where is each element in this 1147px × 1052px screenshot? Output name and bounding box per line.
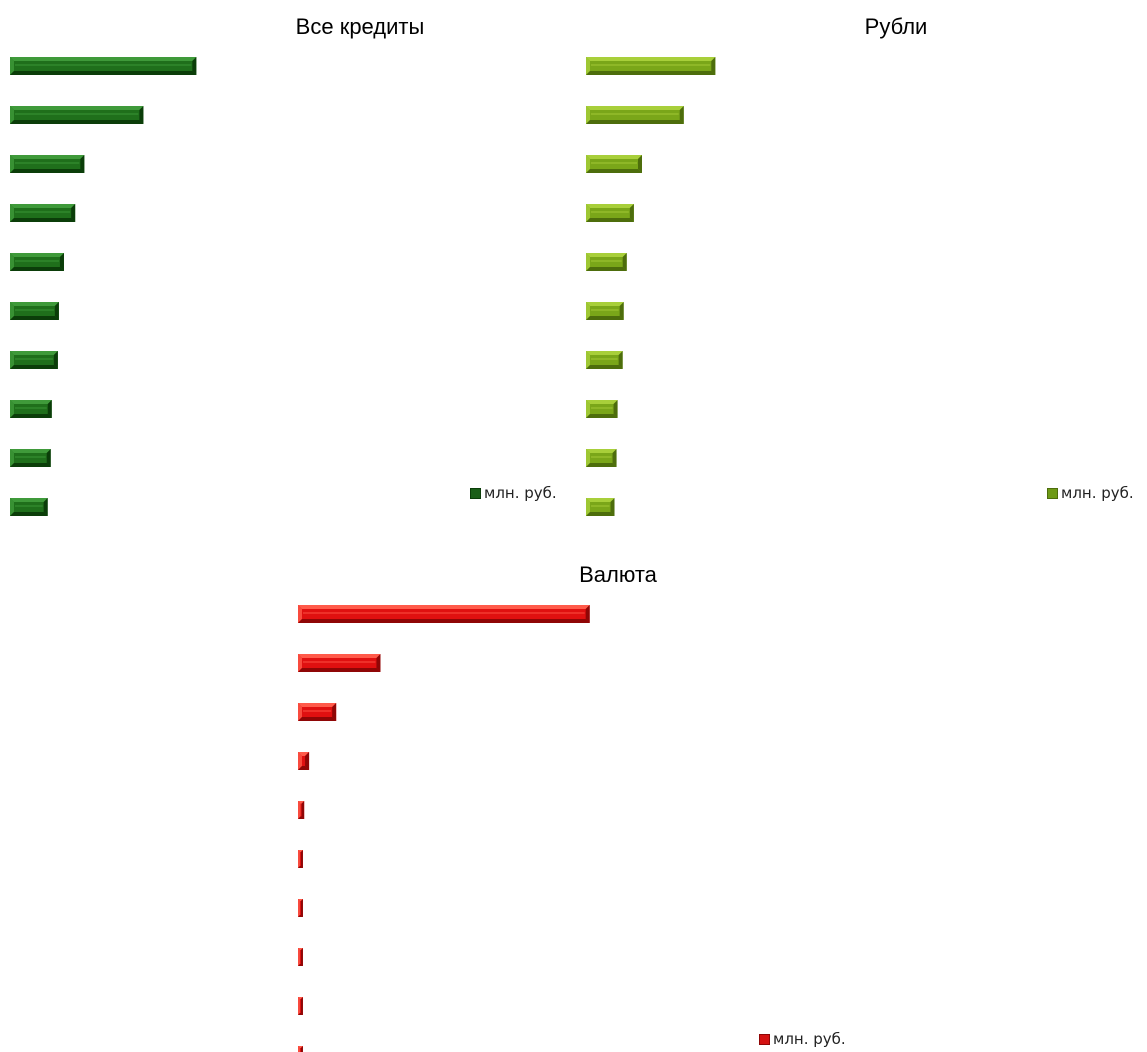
bar	[586, 302, 624, 320]
chart-currency: Валюта млн. руб.	[298, 558, 868, 1052]
chart-title: Рубли	[864, 14, 928, 39]
bar	[586, 449, 617, 467]
bar	[10, 498, 48, 516]
bar	[10, 106, 144, 124]
bar	[298, 703, 337, 721]
legend-swatch-icon	[470, 487, 481, 499]
bar	[10, 400, 52, 418]
bar-plot	[298, 605, 590, 1052]
bar	[586, 253, 627, 271]
legend-label: млн. руб.	[484, 484, 557, 502]
bar	[298, 752, 310, 770]
bar	[586, 400, 618, 418]
bar	[298, 654, 381, 672]
bar	[10, 57, 197, 75]
legend: млн. руб.	[759, 1030, 846, 1048]
bar	[10, 253, 64, 271]
legend-swatch-icon	[1047, 487, 1058, 499]
chart-all-credits: Все кредиты млн. руб.	[10, 10, 570, 520]
bar	[298, 605, 590, 623]
bar	[10, 449, 51, 467]
chart-title: Валюта	[579, 562, 657, 587]
bar	[298, 801, 305, 819]
bar	[586, 204, 634, 222]
bar	[586, 498, 615, 516]
bar	[298, 850, 303, 868]
chart-rubles: Рубли млн. руб.	[586, 10, 1147, 520]
bar	[298, 997, 303, 1015]
legend-label: млн. руб.	[773, 1030, 846, 1048]
bar	[10, 302, 59, 320]
bar	[586, 155, 642, 173]
legend-swatch-icon	[759, 1033, 770, 1045]
legend-label: млн. руб.	[1061, 484, 1134, 502]
bar-plot	[586, 57, 716, 516]
chart-title: Все кредиты	[295, 14, 425, 39]
bar	[298, 1046, 303, 1052]
bar	[586, 57, 716, 75]
legend: млн. руб.	[470, 484, 557, 502]
bar	[10, 351, 58, 369]
bar	[298, 948, 303, 966]
bar	[10, 204, 76, 222]
bar	[586, 106, 684, 124]
bar	[586, 351, 623, 369]
bar	[298, 899, 303, 917]
bar	[10, 155, 85, 173]
bar-plot	[10, 57, 197, 516]
legend: млн. руб.	[1047, 484, 1134, 502]
